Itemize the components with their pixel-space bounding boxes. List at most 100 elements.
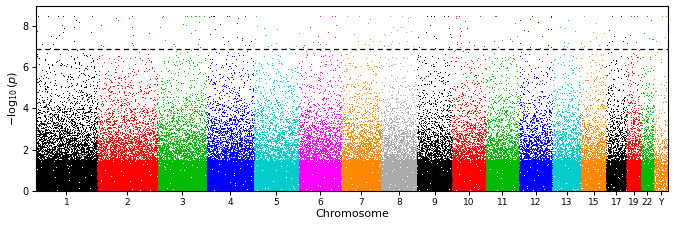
Point (648, 158, 659, 161)
Point (437, 184, 448, 187)
Point (574, 164, 584, 168)
Point (592, 159, 603, 162)
Point (208, 182, 218, 185)
Point (473, 176, 484, 180)
Point (195, 176, 206, 180)
Point (189, 163, 200, 166)
Point (155, 165, 166, 169)
Point (231, 168, 241, 172)
Point (164, 172, 175, 176)
Point (348, 172, 359, 175)
Point (309, 154, 319, 157)
Point (152, 180, 163, 183)
Point (574, 179, 585, 183)
Point (173, 122, 184, 126)
Point (510, 168, 521, 172)
Point (367, 176, 378, 179)
Point (499, 138, 510, 141)
Point (605, 160, 615, 164)
Point (377, 129, 388, 133)
Point (330, 175, 341, 179)
Point (305, 162, 316, 166)
Point (439, 88, 450, 92)
Point (598, 177, 609, 181)
Point (319, 157, 330, 160)
Point (384, 156, 394, 160)
Point (501, 166, 512, 170)
Point (308, 176, 319, 180)
Point (357, 162, 367, 166)
Point (647, 180, 658, 183)
Point (617, 160, 627, 164)
Point (370, 171, 381, 175)
Point (458, 178, 469, 181)
Point (171, 169, 182, 173)
Point (582, 175, 593, 178)
Point (622, 171, 633, 175)
Point (207, 148, 218, 151)
Point (402, 57, 412, 60)
Point (212, 163, 222, 167)
Point (420, 177, 431, 180)
Point (311, 178, 321, 181)
Point (412, 93, 423, 96)
Point (578, 119, 589, 122)
Point (126, 174, 137, 178)
Point (90, 175, 101, 179)
Point (215, 180, 226, 184)
Point (426, 162, 437, 166)
Point (638, 172, 648, 176)
Point (77, 145, 88, 149)
Point (178, 160, 189, 164)
Point (466, 178, 477, 181)
Point (71, 154, 82, 158)
Point (463, 166, 474, 169)
Point (491, 162, 502, 165)
Point (568, 162, 578, 166)
Point (470, 112, 481, 116)
Point (332, 183, 343, 187)
Point (598, 162, 609, 166)
Point (377, 175, 388, 178)
Point (250, 169, 261, 173)
Point (383, 164, 394, 167)
Point (607, 92, 617, 95)
Point (418, 166, 429, 170)
Point (597, 178, 608, 182)
Point (492, 163, 503, 166)
Point (552, 188, 563, 191)
Point (545, 135, 556, 138)
Point (164, 170, 175, 173)
Point (99, 161, 110, 165)
Point (239, 188, 249, 191)
Point (80, 168, 90, 171)
Point (244, 155, 255, 159)
Point (553, 184, 563, 188)
Point (266, 178, 277, 182)
Point (625, 184, 636, 188)
Point (529, 170, 540, 174)
Point (247, 186, 257, 190)
Point (446, 140, 456, 143)
Point (311, 187, 322, 191)
Point (55, 172, 66, 176)
Point (447, 165, 458, 169)
Point (490, 149, 501, 153)
Point (379, 184, 390, 188)
Point (278, 130, 289, 133)
Point (103, 168, 114, 172)
Point (448, 186, 459, 189)
Point (110, 173, 121, 177)
Point (130, 169, 141, 173)
Point (173, 163, 184, 166)
Point (578, 178, 588, 181)
Point (474, 164, 485, 167)
Point (507, 135, 518, 139)
Point (240, 167, 251, 171)
Point (365, 162, 376, 165)
Point (311, 178, 322, 181)
Point (251, 183, 262, 187)
Point (228, 167, 239, 171)
Point (560, 187, 571, 191)
Point (129, 188, 140, 191)
